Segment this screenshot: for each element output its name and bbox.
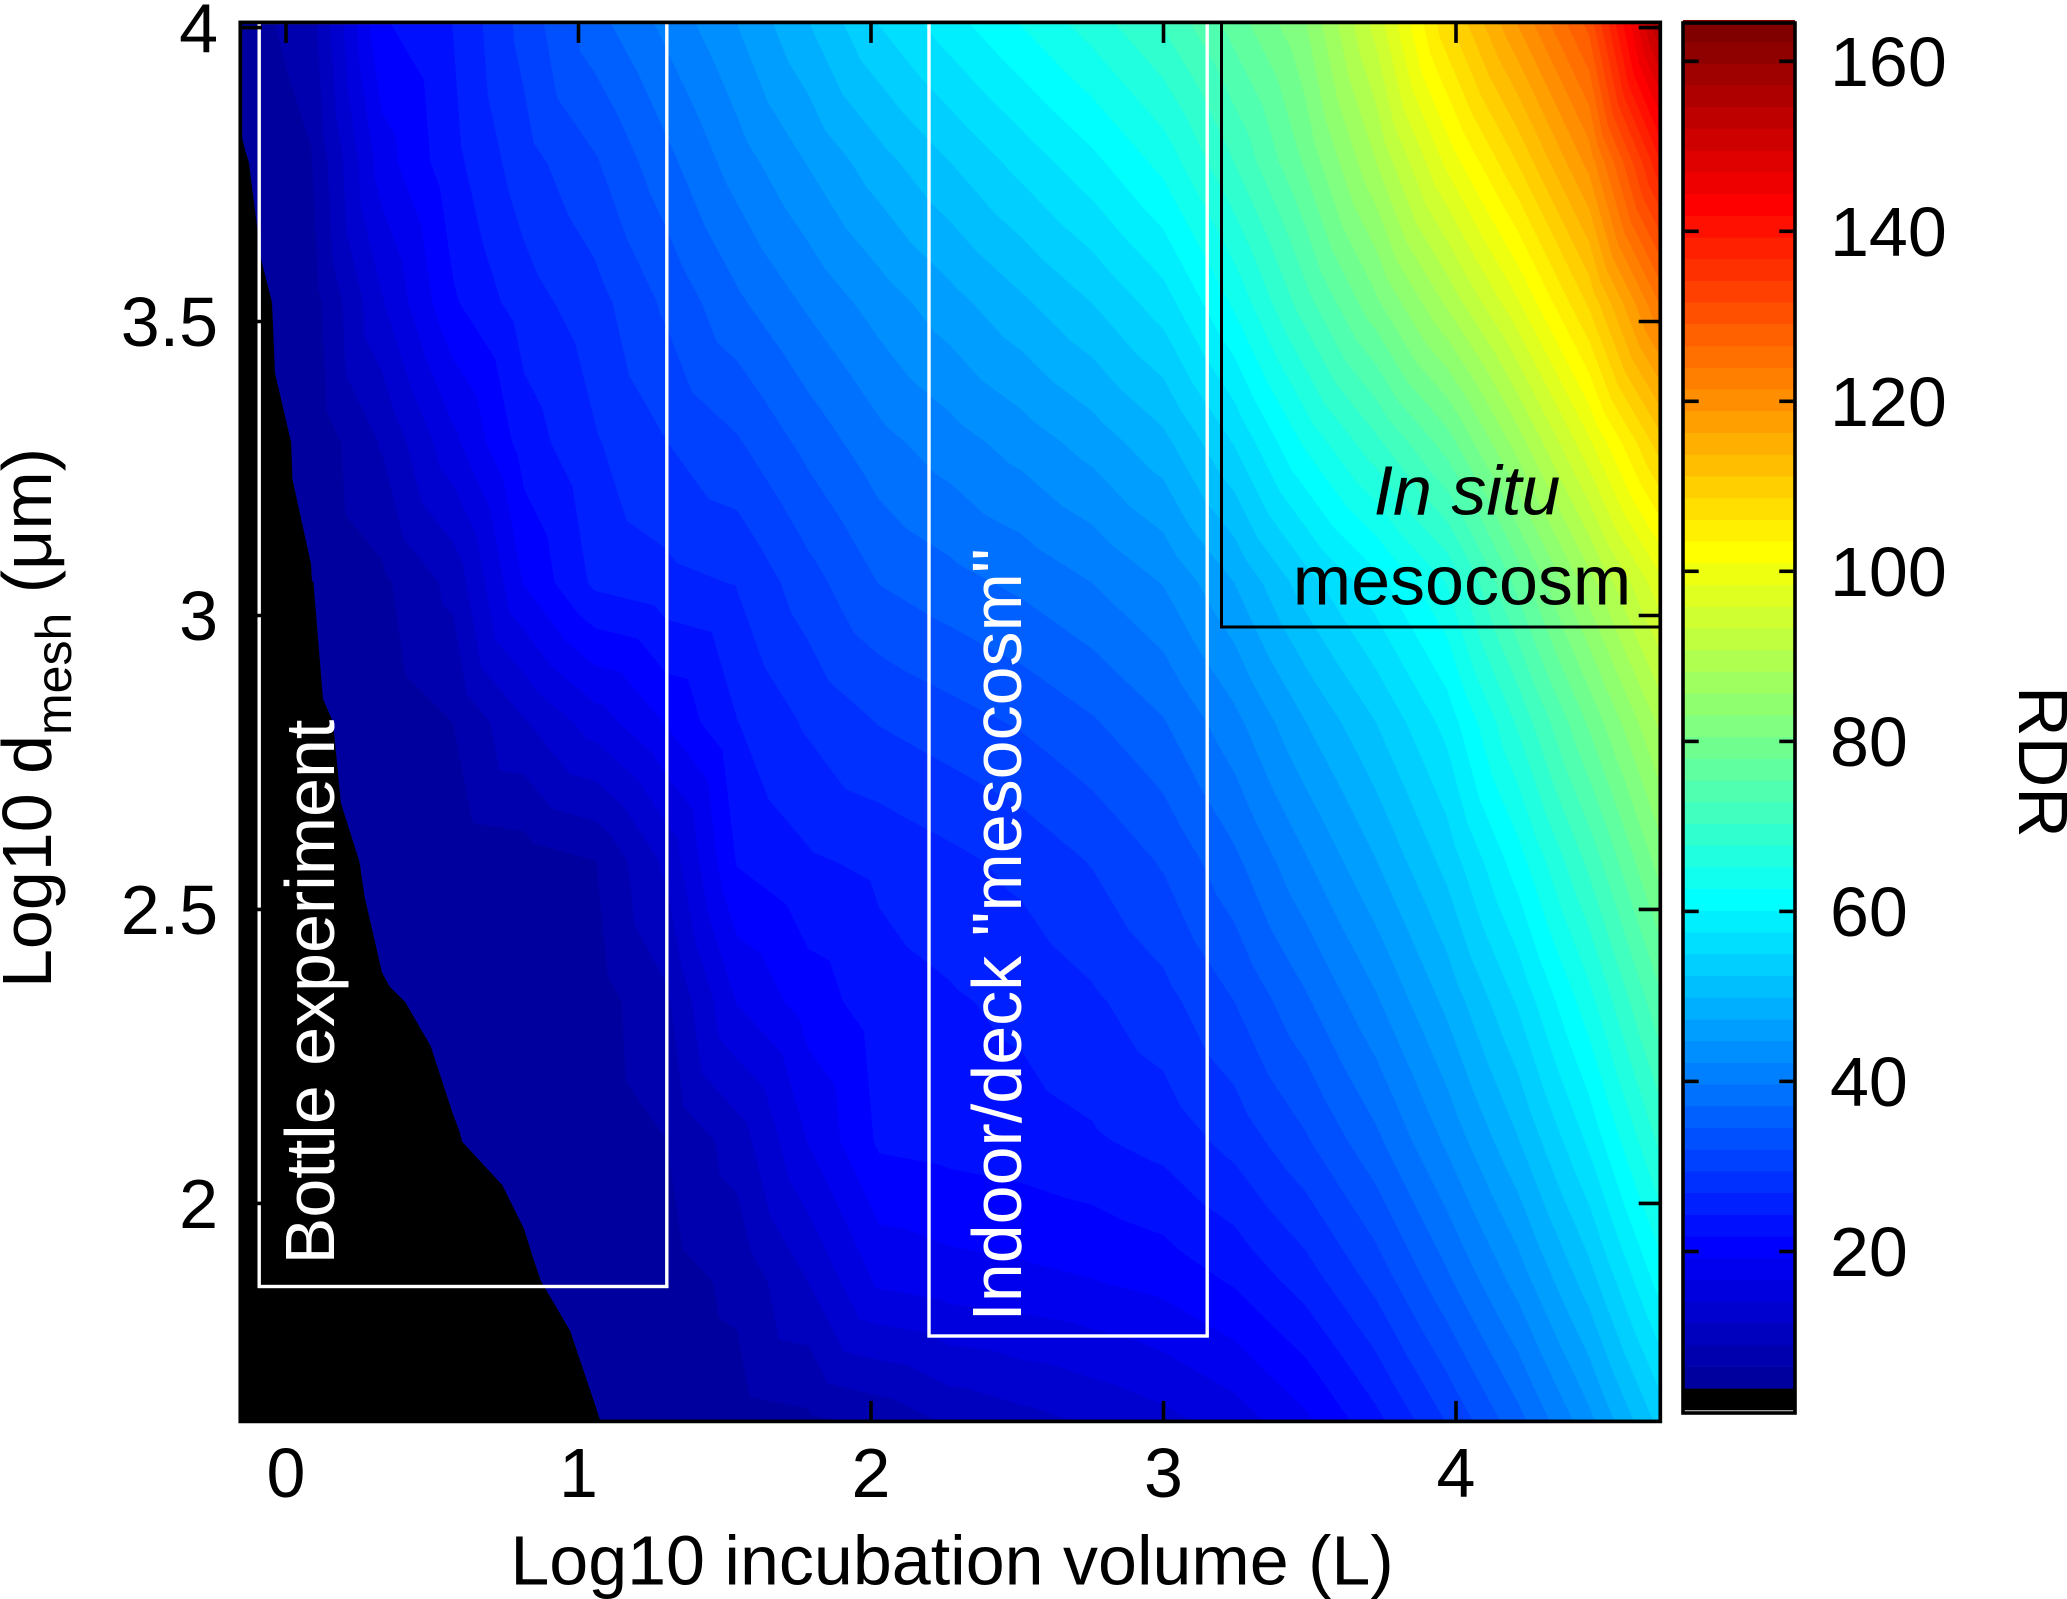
svg-text:Bottle experiment: Bottle experiment [271, 720, 349, 1265]
svg-text:3.5: 3.5 [121, 283, 218, 361]
svg-text:3: 3 [1144, 1434, 1183, 1512]
svg-text:In situ: In situ [1374, 452, 1561, 530]
svg-text:2.5: 2.5 [121, 871, 218, 949]
svg-text:3: 3 [179, 577, 218, 655]
svg-text:140: 140 [1830, 193, 1947, 271]
svg-text:20: 20 [1830, 1213, 1908, 1291]
svg-text:60: 60 [1830, 873, 1908, 951]
svg-text:80: 80 [1830, 703, 1908, 781]
svg-text:40: 40 [1830, 1043, 1908, 1121]
svg-text:Log10 incubation volume (L): Log10 incubation volume (L) [510, 1522, 1393, 1599]
svg-text:1: 1 [559, 1434, 598, 1512]
svg-text:RDR: RDR [2004, 686, 2067, 838]
svg-text:2: 2 [852, 1434, 891, 1512]
svg-text:4: 4 [179, 0, 218, 67]
svg-text:Indoor/deck "mesocosm": Indoor/deck "mesocosm" [958, 548, 1036, 1321]
svg-text:2: 2 [179, 1165, 218, 1243]
svg-text:160: 160 [1830, 23, 1947, 101]
svg-text:120: 120 [1830, 363, 1947, 441]
svg-text:4: 4 [1437, 1434, 1476, 1512]
svg-text:0: 0 [267, 1434, 306, 1512]
svg-text:100: 100 [1830, 533, 1947, 611]
svg-text:mesocosm: mesocosm [1293, 542, 1631, 620]
